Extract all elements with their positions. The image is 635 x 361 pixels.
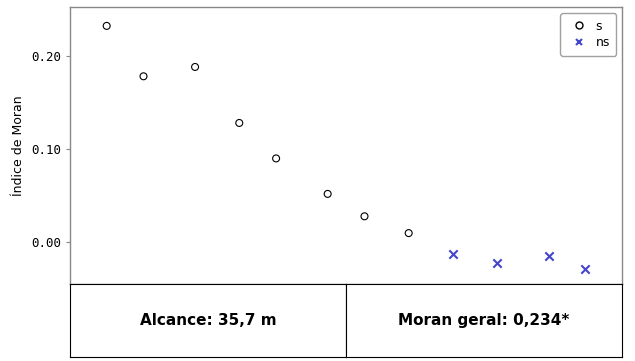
Point	[190, 64, 200, 70]
Point	[359, 213, 370, 219]
Point	[492, 260, 502, 266]
Point	[138, 73, 149, 79]
Point	[580, 266, 591, 271]
Legend: s, ns: s, ns	[561, 13, 616, 56]
Text: Alcance: 35,7 m: Alcance: 35,7 m	[140, 313, 276, 329]
Point	[448, 251, 458, 257]
Point	[323, 191, 333, 197]
Text: Moran geral: 0,234*: Moran geral: 0,234*	[399, 313, 570, 329]
Point	[404, 230, 414, 236]
X-axis label: Distância entre pontos em metros
Base de Dados Original: Distância entre pontos em metros Base de…	[239, 312, 453, 340]
Point	[102, 23, 112, 29]
Y-axis label: Índice de Moran: Índice de Moran	[12, 96, 25, 196]
Point	[234, 120, 244, 126]
Point	[544, 253, 554, 259]
Point	[271, 156, 281, 161]
